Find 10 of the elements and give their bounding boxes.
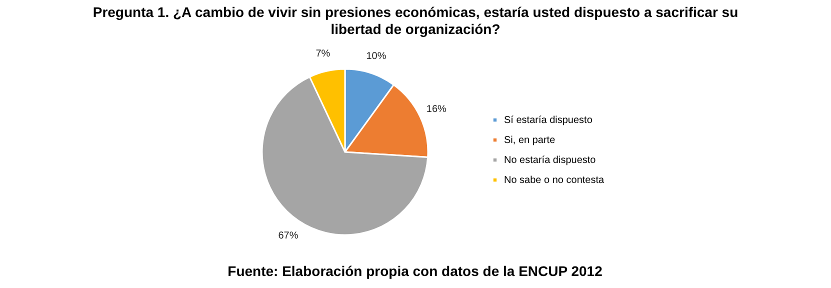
legend-label: Si, en parte	[504, 135, 556, 146]
data-label: 67%	[278, 230, 298, 242]
legend-label: No sabe o no contesta	[504, 175, 605, 186]
data-label: 10%	[366, 50, 386, 62]
source-note: Fuente: Elaboración propia con datos de la ENCUP 2012	[228, 263, 603, 279]
data-label: 16%	[426, 104, 447, 115]
data-label: 7%	[316, 48, 330, 60]
legend-label: No estaría dispuesto	[504, 155, 596, 166]
chart-title: Pregunta 1. ¿A cambio de vivir sin presiones económicas, estaría usted dispuesto a sacrificar su libertad de organización?	[92, 4, 738, 37]
legend-label: Sí estaría dispuesto	[504, 115, 593, 126]
